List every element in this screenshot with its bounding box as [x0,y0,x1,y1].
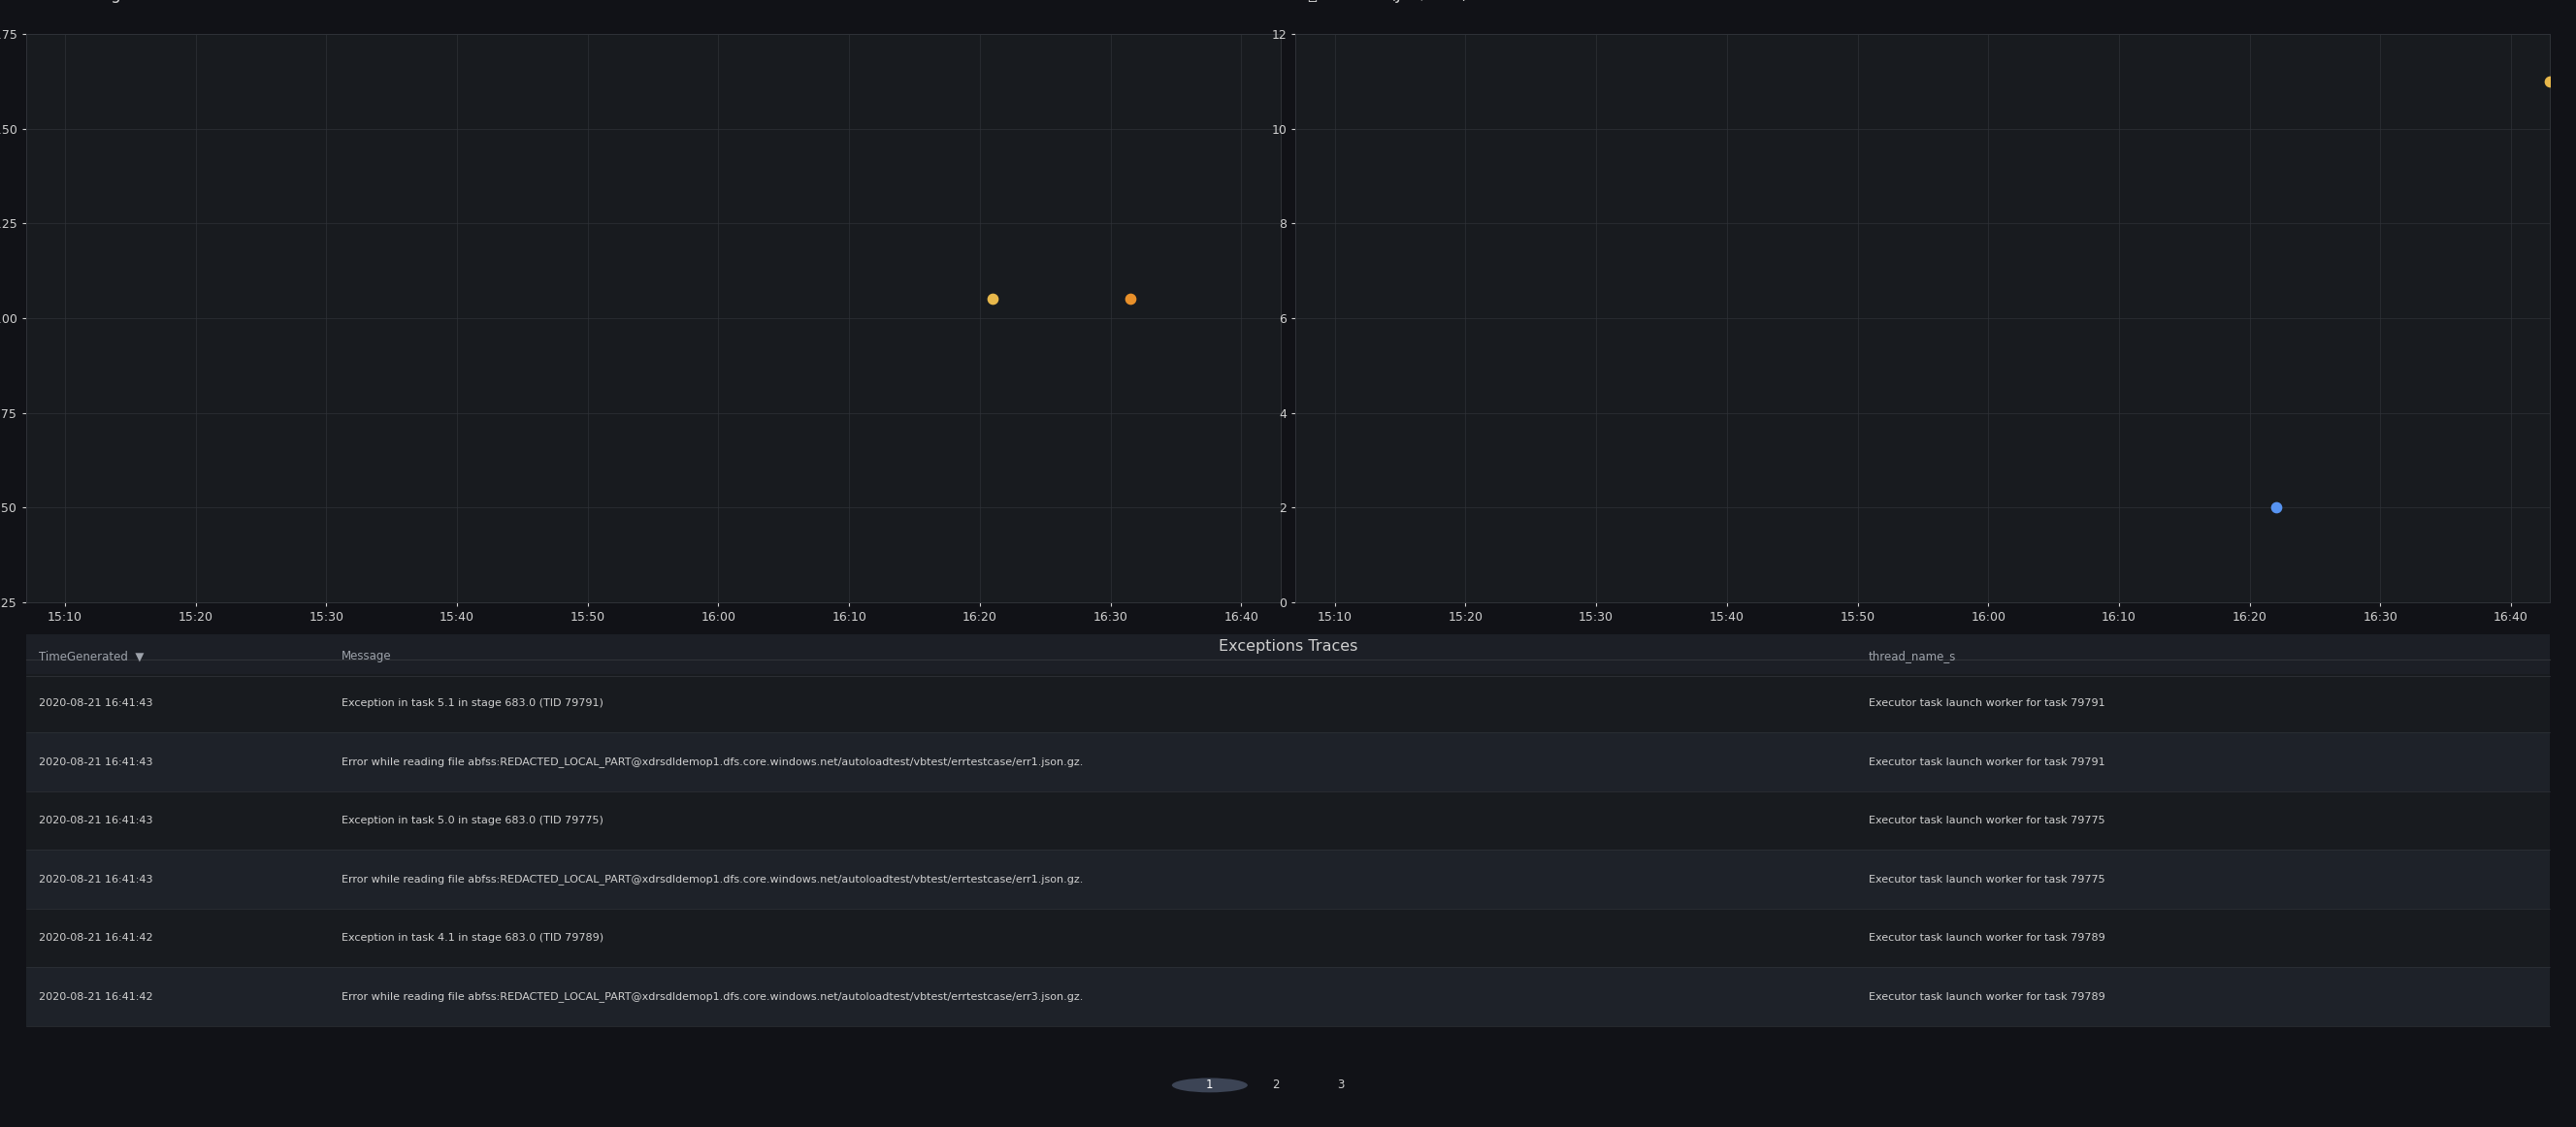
Bar [26,908,2550,967]
Legend: count_Event_s, count_TaskEvent #TaskErrors start at NativeMethodAccessorImpl.jav: count_Event_s, count_TaskEvent #TaskErro… [1301,749,1656,775]
Text: Error while reading file abfss:REDACTED_LOCAL_PART@xdrsdldemop1.dfs.core.windows: Error while reading file abfss:REDACTED_… [340,875,1082,885]
Point [971,290,1012,308]
Text: Streaming Errors  ⌄: Streaming Errors ⌄ [39,0,198,2]
Legend: count_Level CountExceptionsExecutor task launch worker for task 77687, count_Lev: count_Level CountExceptionsExecutor task… [31,749,708,823]
Text: TimeGenerated  ▼: TimeGenerated ▼ [39,650,144,663]
Text: Error while reading file abfss:REDACTED_LOCAL_PART@xdrsdldemop1.dfs.core.windows: Error while reading file abfss:REDACTED_… [340,756,1082,767]
Text: ⓘ  Cluster (Job/Task) Errors: ⓘ Cluster (Job/Task) Errors [1309,0,1520,2]
Text: Message: Message [340,650,392,663]
Text: Exceptions Traces: Exceptions Traces [1218,639,1358,654]
Bar [26,635,2550,676]
Text: Executor task launch worker for task 79789: Executor task launch worker for task 797… [1868,933,2105,943]
Text: 2020-08-21 16:41:43: 2020-08-21 16:41:43 [39,699,152,708]
Text: Executor task launch worker for task 79789: Executor task launch worker for task 797… [1868,992,2105,1002]
Text: Executor task launch worker for task 79791: Executor task launch worker for task 797… [1868,757,2105,766]
Text: Exception in task 5.0 in stage 683.0 (TID 79775): Exception in task 5.0 in stage 683.0 (TI… [340,816,603,825]
Text: Executor task launch worker for task 79791: Executor task launch worker for task 797… [1868,699,2105,708]
Text: 2020-08-21 16:41:43: 2020-08-21 16:41:43 [39,875,152,885]
Bar [26,967,2550,1026]
Bar [26,791,2550,850]
Text: Exception in task 5.1 in stage 683.0 (TID 79791): Exception in task 5.1 in stage 683.0 (TI… [340,699,603,708]
Bar [26,674,2550,733]
Text: Exception in task 4.1 in stage 683.0 (TID 79789): Exception in task 4.1 in stage 683.0 (TI… [340,933,603,943]
Text: Executor task launch worker for task 79775: Executor task launch worker for task 797… [1868,816,2105,825]
Point [1110,290,1151,308]
Text: thread_name_s: thread_name_s [1868,650,1955,663]
Text: Executor task launch worker for task 79775: Executor task launch worker for task 797… [1868,875,2105,885]
Text: Error while reading file abfss:REDACTED_LOCAL_PART@xdrsdldemop1.dfs.core.windows: Error while reading file abfss:REDACTED_… [340,992,1082,1002]
Bar [26,733,2550,791]
Text: 2020-08-21 16:41:42: 2020-08-21 16:41:42 [39,933,152,943]
Text: 3: 3 [1337,1079,1345,1092]
Circle shape [1172,1079,1247,1092]
Point [2254,498,2295,516]
Text: 2: 2 [1273,1079,1280,1092]
Text: 2020-08-21 16:41:42: 2020-08-21 16:41:42 [39,992,152,1002]
Text: 2020-08-21 16:41:43: 2020-08-21 16:41:43 [39,816,152,825]
Bar [26,850,2550,908]
Text: 1: 1 [1206,1079,1213,1092]
Point [2530,72,2571,90]
Text: 2020-08-21 16:41:43: 2020-08-21 16:41:43 [39,757,152,766]
